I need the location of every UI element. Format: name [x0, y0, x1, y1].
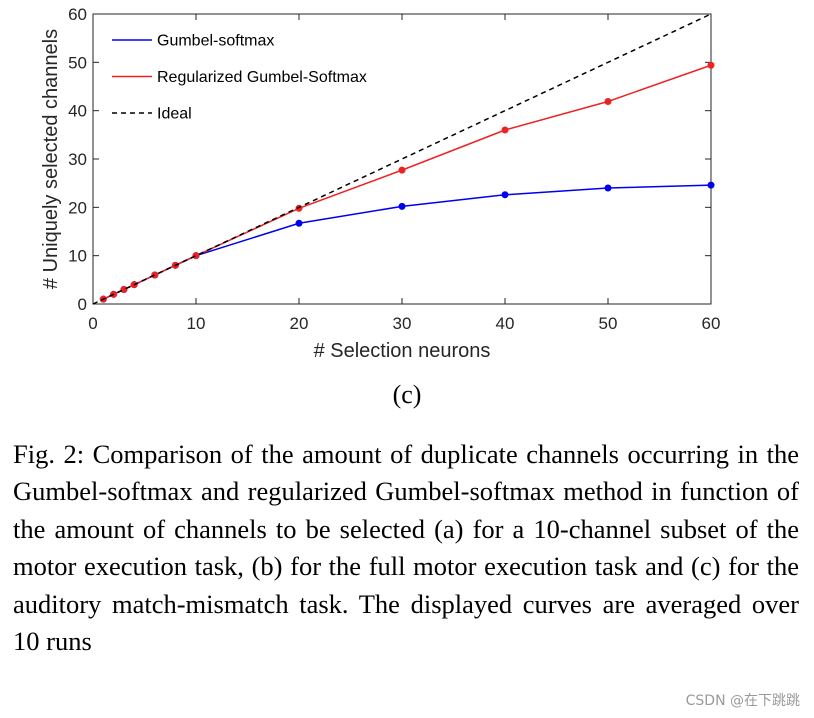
series-line-1	[102, 64, 712, 300]
subfigure-label: (c)	[392, 380, 422, 409]
series-1-point	[707, 61, 715, 69]
x-tick-label: 10	[187, 314, 206, 333]
legend-entry-1: Regularized Gumbel-Softmax	[157, 69, 367, 86]
x-tick-label: 0	[88, 314, 97, 333]
series-line-2	[92, 13, 712, 305]
series-1-point	[398, 166, 406, 174]
series-0-point	[707, 181, 715, 189]
watermark: CSDN @在下跳跳	[685, 693, 800, 709]
series-1-point	[192, 252, 200, 260]
series-1-point	[501, 126, 509, 134]
y-tick-label: 50	[68, 53, 87, 72]
series-0-point	[501, 191, 509, 199]
series-1-point	[151, 271, 159, 279]
line-chart: 0 10 20 30 40 50 60 0 10 20 30 40 50 60 # Selection ne…	[40, 5, 721, 362]
y-tick-label: 30	[68, 150, 87, 169]
y-axis-label: # Uniquely selected channels	[40, 29, 62, 289]
x-tick-label: 60	[702, 314, 721, 333]
legend-entry-2: Ideal	[157, 106, 192, 123]
figure: 0 10 20 30 40 50 60 0 10 20 30 40 50 60 # Selection ne…	[40, 5, 721, 362]
x-tick-label: 40	[496, 314, 515, 333]
y-tick-label: 20	[68, 198, 87, 217]
x-axis-label: # Selection neurons	[314, 340, 491, 362]
x-tick-label: 20	[290, 314, 309, 333]
y-tick-label: 10	[68, 247, 87, 266]
series-1-point	[120, 286, 128, 293]
series-0-point	[398, 202, 406, 210]
legend-entry-0: Gumbel-softmax	[157, 33, 274, 50]
series-line-0	[102, 184, 712, 300]
x-tick-label: 50	[599, 314, 618, 333]
series-0-point	[604, 184, 612, 192]
x-tick-label: 30	[393, 314, 412, 333]
series-1-point	[604, 97, 612, 105]
y-tick-label: 0	[78, 295, 87, 314]
y-tick-label: 60	[68, 5, 87, 24]
figure-caption: Fig. 2: Comparison of the amount of dupl…	[13, 439, 799, 657]
series-0-point	[295, 219, 303, 227]
y-tick-label: 40	[68, 102, 87, 121]
